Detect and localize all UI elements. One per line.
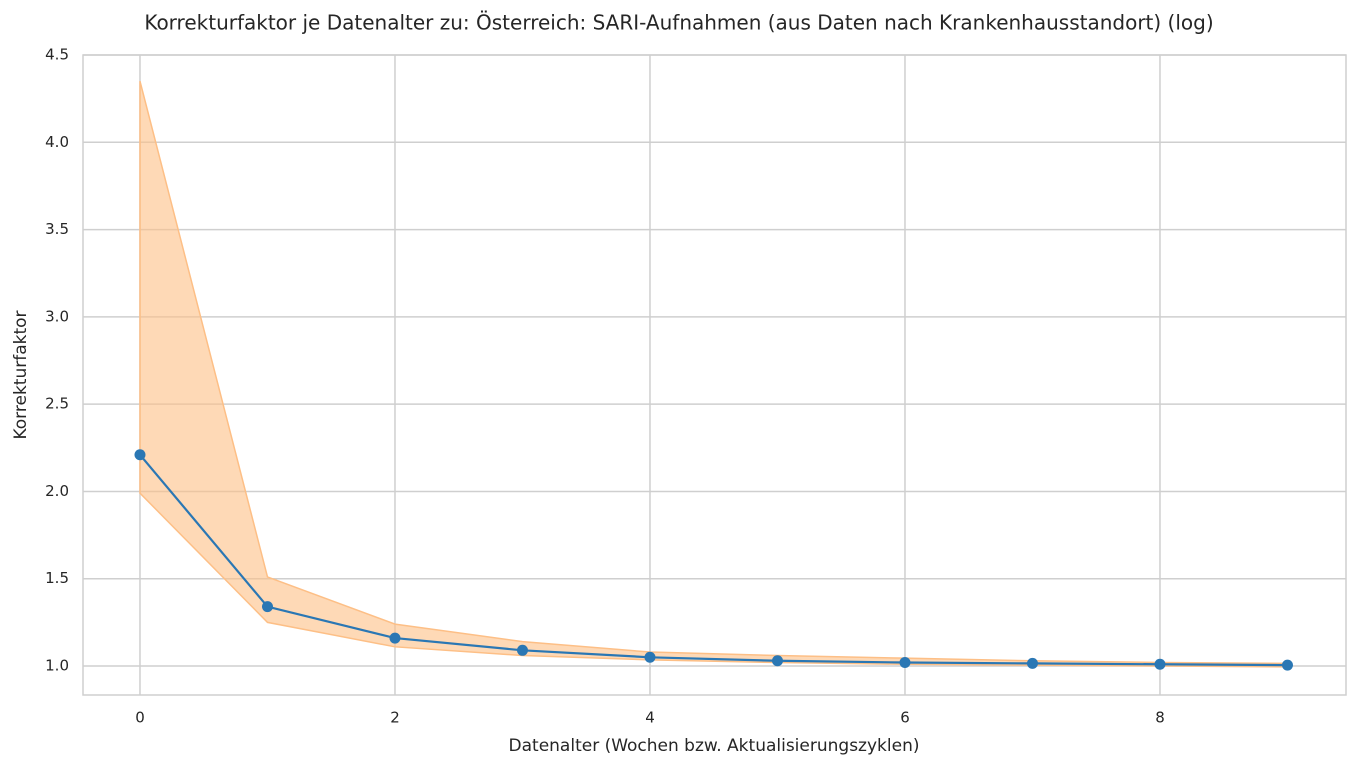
x-tick-label: 8 <box>1155 709 1165 727</box>
chart-title: Korrekturfaktor je Datenalter zu: Österr… <box>144 11 1213 35</box>
y-tick-label: 4.0 <box>45 133 69 151</box>
point <box>134 449 146 461</box>
line <box>139 454 1288 667</box>
y-tick-label: 1.0 <box>45 657 69 675</box>
point <box>1154 658 1166 670</box>
point <box>644 651 656 663</box>
x-tick-label: 0 <box>135 709 145 727</box>
y-tick-label: 2.0 <box>45 482 69 500</box>
point <box>899 657 911 669</box>
x-tick-label: 6 <box>900 709 910 727</box>
y-tick-label: 2.5 <box>45 395 69 413</box>
point <box>1026 657 1038 669</box>
point <box>389 632 401 644</box>
plot-frame <box>82 54 1347 696</box>
x-tick-label: 4 <box>645 709 655 727</box>
y-tick-label: 3.0 <box>45 307 69 325</box>
y-tick-label: 3.5 <box>45 220 69 238</box>
x-axis-label: Datenalter (Wochen bzw. Aktualisierungsz… <box>509 736 920 756</box>
y-tick-label: 4.5 <box>45 46 69 64</box>
y-tick-label: 1.5 <box>45 569 69 587</box>
x-tick-label: 2 <box>390 709 400 727</box>
point <box>771 655 783 667</box>
point <box>1281 659 1293 671</box>
point <box>261 601 273 613</box>
y-axis-label: Korrekturfaktor <box>11 310 31 439</box>
point <box>516 644 528 656</box>
